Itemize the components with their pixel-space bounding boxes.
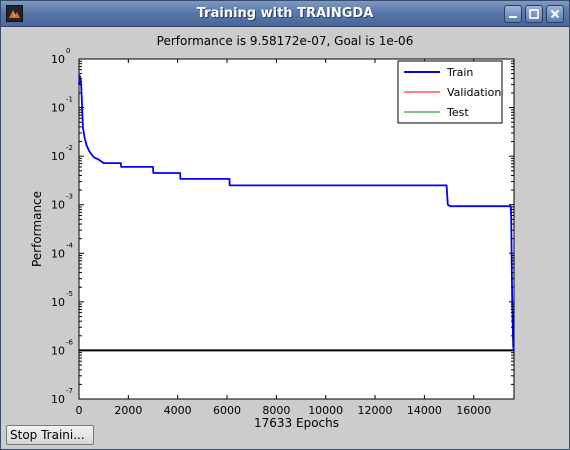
y-tick-exponent: -4 [66,241,74,249]
y-tick-label: 10 [51,102,65,115]
title-bar[interactable]: Training with TRAINGDA [1,1,569,27]
x-tick-label: 12000 [358,404,393,417]
performance-chart: 0 2000 4000 6000 8000 10000 12000 14000 1600010-… [30,47,515,430]
x-tick-label: 10000 [308,404,343,417]
y-tick-label: 10 [51,150,65,163]
maximize-button[interactable] [525,5,543,23]
x-tick-label: 0 [76,404,83,417]
legend-label-validation: Validation [447,86,501,99]
legend-label-train: Train [446,66,473,79]
minimize-icon [509,16,517,18]
figure-area: Performance is 9.58172e-07, Goal is 1e-0… [2,28,568,449]
y-tick-exponent: -6 [66,338,74,346]
window-title: Training with TRAINGDA [196,6,374,21]
plot-title: Performance is 9.58172e-07, Goal is 1e-0… [156,34,414,48]
legend-label-test: Test [446,106,469,119]
x-axis-label: 17633 Epochs [254,416,339,430]
y-axis-label: Performance [30,191,44,267]
x-tick-label: 8000 [262,404,290,417]
x-tick-label: 2000 [114,404,142,417]
x-tick-label: 4000 [164,404,192,417]
y-tick-label: 10 [51,296,65,309]
x-tick-label: 16000 [456,404,491,417]
y-tick-exponent: -1 [66,96,73,104]
maximize-icon [529,9,539,19]
y-tick-exponent: -3 [66,193,73,201]
y-tick-label: 10 [51,53,65,66]
close-button[interactable] [546,5,564,23]
y-tick-exponent: 0 [66,47,70,55]
y-tick-label: 10 [51,199,65,212]
stop-training-button[interactable]: Stop Traini... [6,425,94,445]
y-tick-label: 10 [51,247,65,260]
y-tick-label: 10 [51,393,65,406]
x-tick-label: 14000 [407,404,442,417]
series-line-train [78,74,515,352]
y-tick-exponent: -2 [66,144,73,152]
x-tick-label: 6000 [213,404,241,417]
y-tick-exponent: -7 [66,387,73,395]
minimize-button[interactable] [504,5,522,23]
matlab-app-icon[interactable] [6,5,23,22]
y-tick-label: 10 [51,344,65,357]
y-tick-exponent: -5 [66,290,73,298]
close-icon [550,9,560,19]
